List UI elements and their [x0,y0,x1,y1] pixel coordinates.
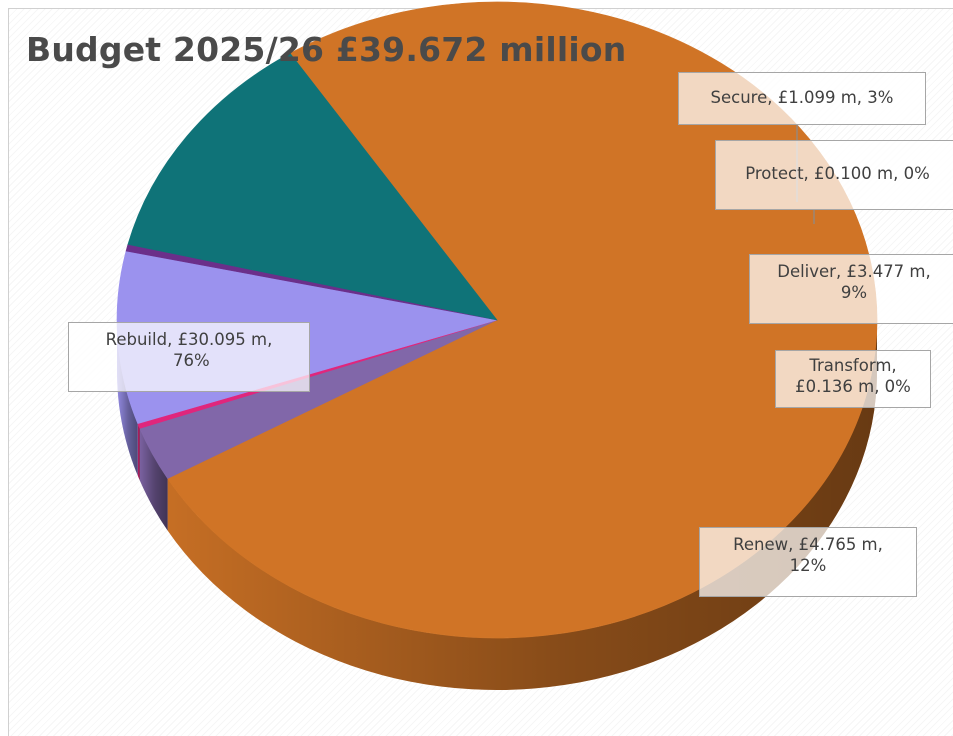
pie-slice-renew [127,52,498,321]
data-label-secure-line1: Secure, £1.099 m, 3% [710,88,894,107]
data-label-transform-line2: £0.136 m, 0% [795,377,911,396]
data-label-protect-line1: Protect, £0.100 m, 0% [745,164,930,183]
data-label-renew-line1: Renew, £4.765 m, [733,535,883,554]
data-label-secure: Secure, £1.099 m, 3% [678,72,926,125]
data-label-renew-line2: 12% [789,556,827,575]
data-label-transform-line1: Transform, [809,356,897,375]
data-label-deliver: Deliver, £3.477 m, 9% [749,254,953,324]
data-label-deliver-line1: Deliver, £3.477 m, [777,262,931,281]
chart-title: Budget 2025/26 £39.672 million [26,30,627,69]
pie-side-secure [139,428,168,531]
data-label-rebuild: Rebuild, £30.095 m, 76% [68,322,310,392]
data-label-rebuild-line1: Rebuild, £30.095 m, [105,330,273,349]
pie-side-protect [137,423,140,481]
data-label-rebuild-line2: 76% [173,351,210,370]
data-label-renew: Renew, £4.765 m, 12% [699,527,917,597]
pie-side-deliver [117,320,138,476]
data-label-protect: Protect, £0.100 m, 0% [715,140,953,210]
pie-side-rebuild [167,320,877,691]
data-label-deliver-line2: 9% [840,283,868,302]
data-label-transform: Transform, £0.136 m, 0% [775,350,931,408]
